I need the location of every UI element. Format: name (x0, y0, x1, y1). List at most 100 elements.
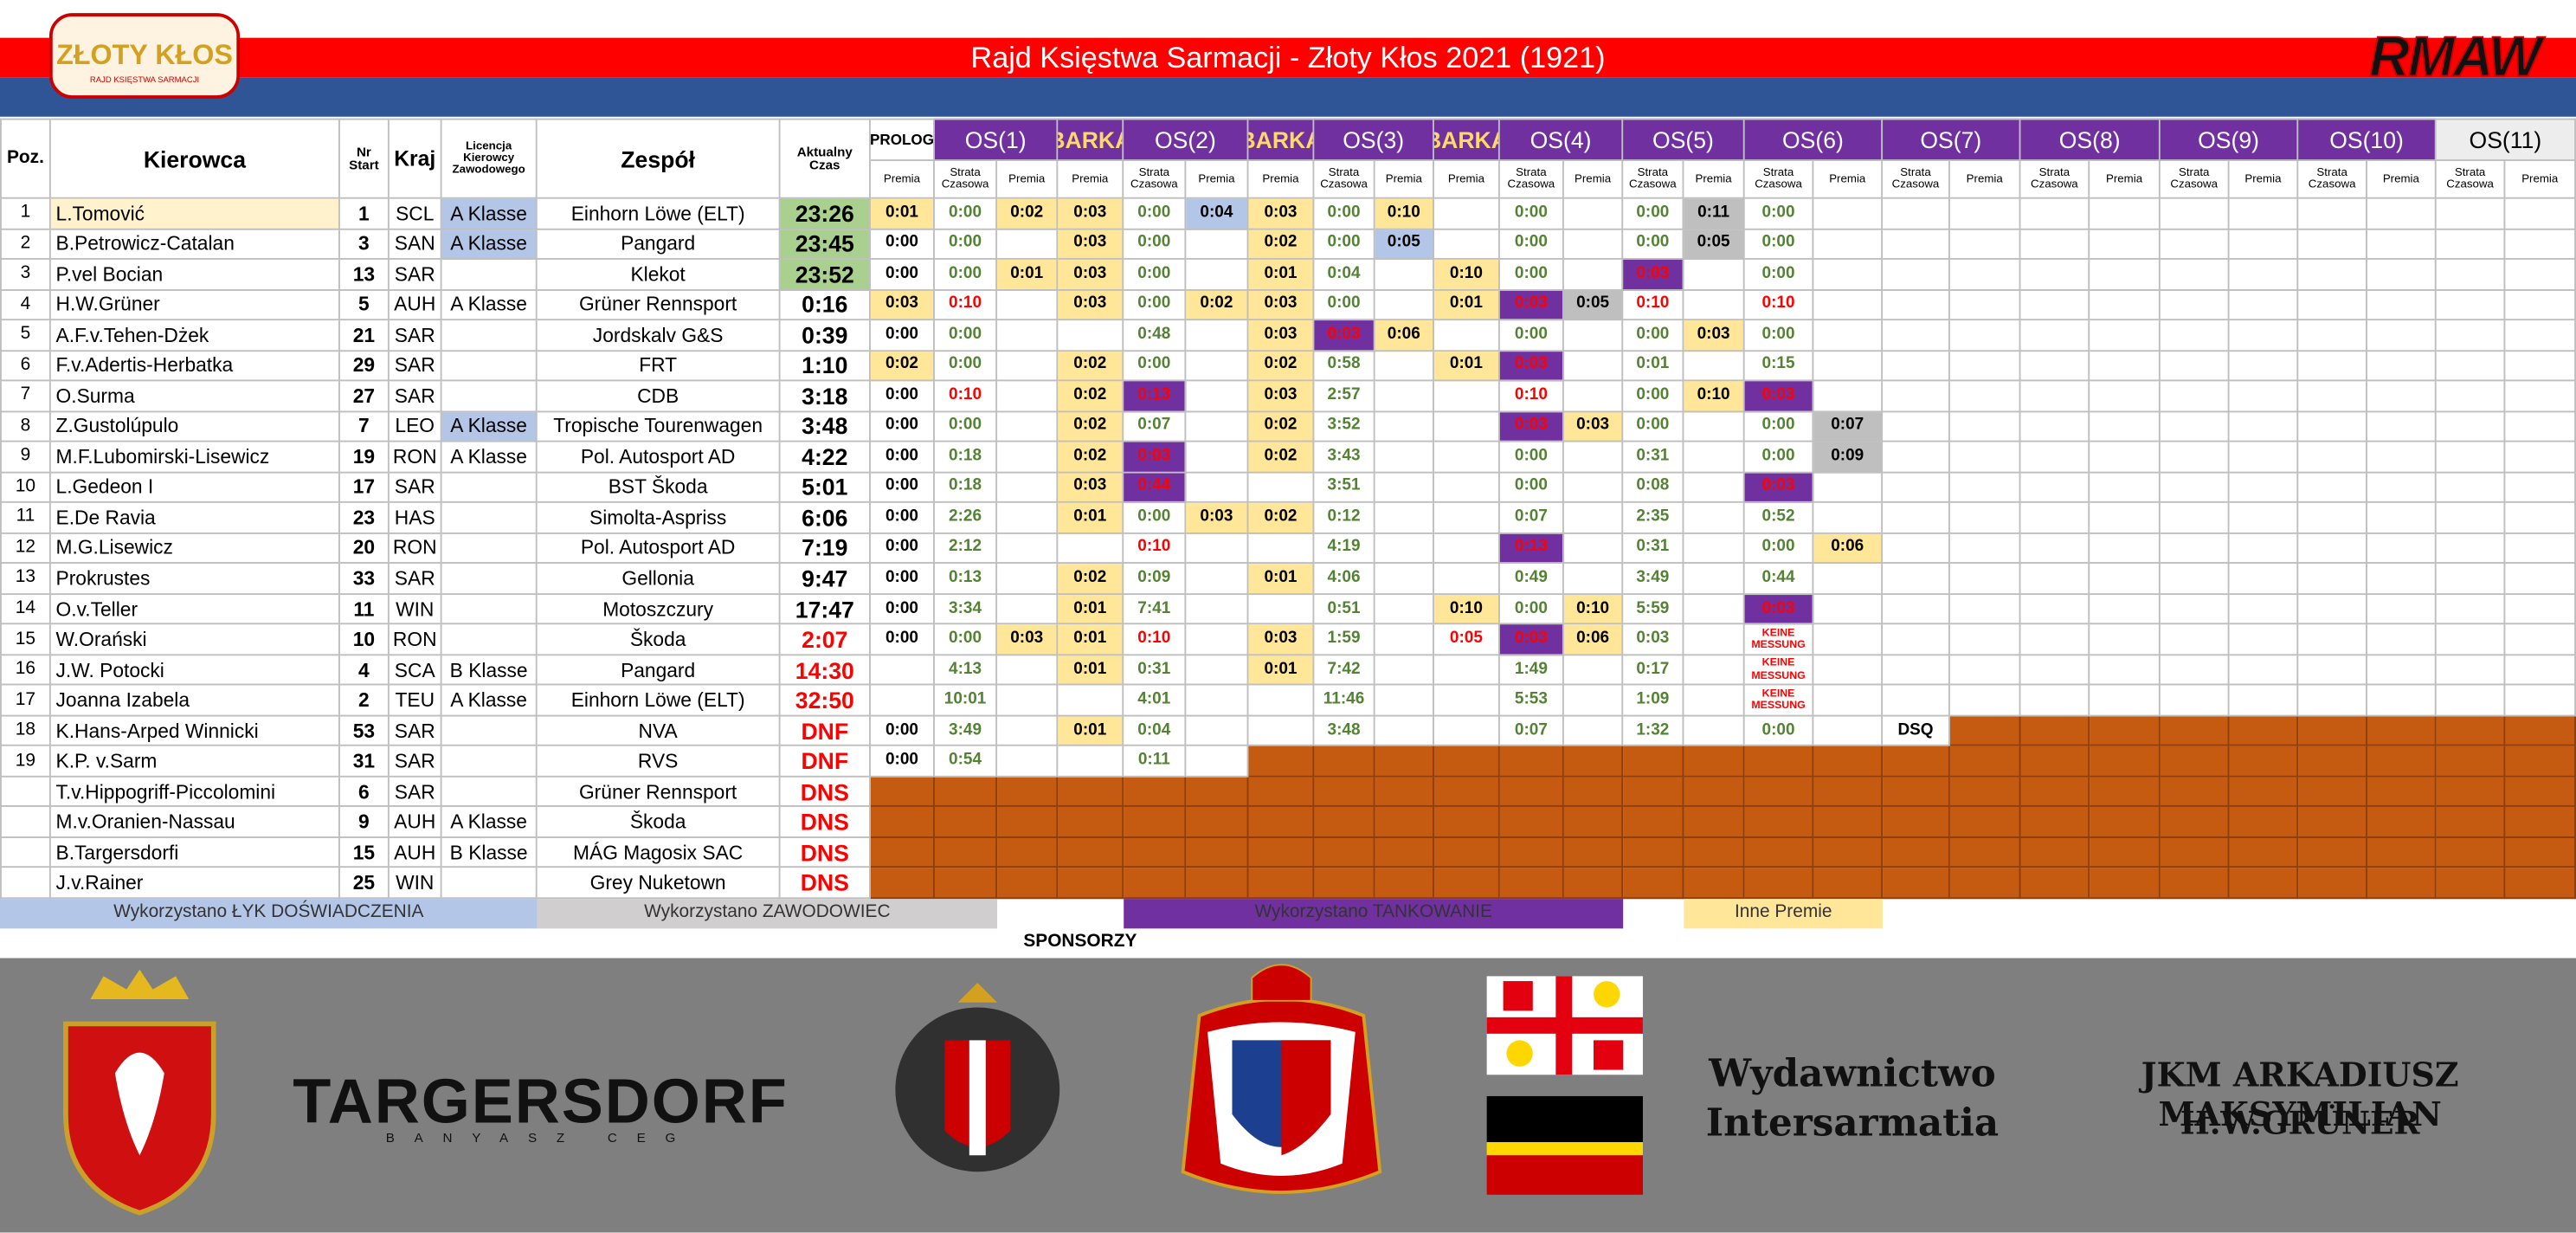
stage-cell (870, 655, 935, 687)
cell-pos: 9 (0, 442, 51, 473)
legend-text: Wykorzystano ZAWODOWIEC (644, 902, 891, 923)
stage-cell (2160, 290, 2230, 321)
stage-cell (1949, 442, 2021, 473)
sub-header: Strata Czasowa (934, 161, 998, 199)
stage-cell: 0:01 (1058, 716, 1124, 747)
stage-cell (1433, 777, 1500, 808)
stage-cell (2298, 807, 2367, 838)
cell-country: RON (389, 533, 442, 565)
cell-country: WIN (389, 868, 442, 900)
stage-cell (1375, 807, 1434, 838)
stage-cell: 0:00 (1744, 259, 1814, 291)
stage-cell (1186, 624, 1249, 655)
cell-team: Grey Nuketown (537, 868, 781, 900)
cell-nr: 3 (339, 229, 390, 260)
cell-time: DNF (780, 746, 871, 778)
cell-nr: 9 (339, 807, 390, 838)
stage-cell (1744, 837, 1814, 868)
stage-cell: 0:00 (1623, 198, 1684, 229)
stage-cell (2229, 837, 2299, 868)
stage-cell (2160, 868, 2230, 900)
stage-cell (2367, 533, 2437, 565)
stage-cell (2020, 868, 2090, 900)
stage-cell (2229, 533, 2299, 565)
legend-item: Wykorzystano ZAWODOWIEC (537, 899, 998, 929)
cell-team: BST Škoda (537, 472, 781, 504)
cell-team: Pangard (537, 229, 781, 260)
stage-cell (2229, 351, 2299, 382)
cell-team: Pol. Autosport AD (537, 533, 781, 565)
sub-header: Strata Czasowa (1314, 161, 1375, 199)
stage-cell (1684, 837, 1745, 868)
title: Rajd Księstwa Sarmacji - Złoty Kłos 2021… (970, 40, 1606, 74)
stage-cell (1186, 351, 1249, 382)
cell-country: AUH (389, 837, 442, 868)
stage-cell (2090, 411, 2161, 442)
sub-header: Strata Czasowa (2160, 161, 2230, 199)
stage-cell: 0:13 (1499, 533, 1564, 565)
sub-header: Strata Czasowa (2298, 161, 2367, 199)
stage-cell: 0:31 (1124, 655, 1187, 687)
stage-header: OS(9) (2160, 118, 2299, 162)
stage-cell (2229, 868, 2299, 900)
stage-cell (2367, 868, 2437, 900)
stage-cell (2367, 594, 2437, 625)
stage-cell (1375, 868, 1434, 900)
cell-pos: 19 (0, 746, 51, 778)
stage-cell (2090, 381, 2161, 412)
stage-cell (2020, 198, 2090, 229)
stage-header: OS(11) (2436, 118, 2576, 162)
stage-cell (1744, 746, 1814, 778)
stage-cell (1684, 564, 1745, 595)
cell-team: FRT (537, 351, 781, 382)
stage-cell (1375, 290, 1434, 321)
stage-cell (1186, 868, 1249, 900)
cell-driver: M.G.Lisewicz (50, 533, 340, 565)
cell-pos: 10 (0, 472, 51, 504)
stage-cell: 0:05 (1433, 624, 1500, 655)
stage-cell: 0:18 (934, 472, 998, 504)
stage-cell (1186, 777, 1249, 808)
stage-cell (1433, 686, 1500, 717)
stage-cell: 0:00 (1499, 259, 1564, 291)
stage-cell (1563, 564, 1624, 595)
stage-cell (2367, 351, 2437, 382)
cell-license (441, 564, 538, 595)
stage-header: BARKA (1433, 118, 1500, 162)
cell-driver: K.P. v.Sarm (50, 746, 340, 778)
stage-cell (1949, 686, 2021, 717)
cell-country: TEU (389, 686, 442, 717)
stage-cell (997, 868, 1059, 900)
cell-time: 5:01 (780, 472, 871, 504)
cell-country: RON (389, 442, 442, 473)
stage-cell: 0:00 (1744, 198, 1814, 229)
stage-cell (2505, 259, 2576, 291)
stage-cell (2367, 320, 2437, 352)
cell-country: SAR (389, 381, 442, 412)
stage-cell (870, 868, 935, 900)
stage-cell (2090, 472, 2161, 504)
stage-cell (2367, 411, 2437, 442)
stage-header: OS(8) (2020, 118, 2161, 162)
stage-cell (934, 807, 998, 838)
stage-cell (1563, 229, 1624, 260)
stage-cell (2298, 777, 2367, 808)
stage-cell: 0:00 (1744, 229, 1814, 260)
stage-cell: 0:00 (870, 716, 935, 747)
stage-cell: 0:10 (1744, 290, 1814, 321)
stage-cell: 0:07 (1499, 716, 1564, 747)
cell-time: DNS (780, 837, 871, 868)
cell-team: Motoszczury (537, 594, 781, 625)
sub-header: Premia (1248, 161, 1315, 199)
stage-cell: DSQ (1883, 716, 1950, 747)
stage-cell (2436, 351, 2506, 382)
stage-cell (1186, 472, 1249, 504)
cell-nr: 15 (339, 837, 390, 868)
stage-cell: 0:00 (934, 229, 998, 260)
stage-cell (997, 290, 1059, 321)
cell-country: SAR (389, 716, 442, 747)
cell-driver: O.v.Teller (50, 594, 340, 625)
stage-cell (2505, 229, 2576, 260)
stage-cell (870, 686, 935, 717)
stage-cell: 0:13 (934, 564, 998, 595)
